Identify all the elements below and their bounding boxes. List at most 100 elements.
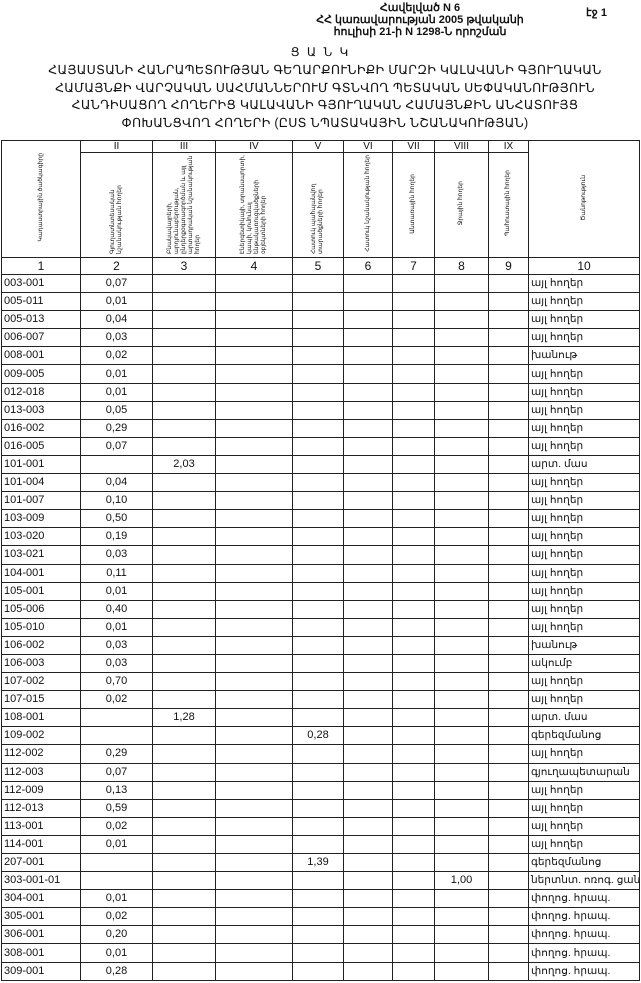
area-cell [488, 907, 529, 927]
area-cell [152, 473, 216, 493]
area-cell [343, 943, 393, 963]
area-cell [343, 852, 393, 873]
area-cell [434, 527, 489, 547]
area-cell [152, 635, 216, 655]
area-cell [215, 907, 293, 927]
area-cell [292, 310, 344, 330]
cadastral-code: 305-001 [1, 907, 81, 927]
area-cell: 0,07 [80, 273, 153, 294]
area-cell [152, 780, 216, 800]
area-cell [343, 780, 393, 800]
area-cell [343, 871, 393, 891]
note-cell: այլ հողեր [528, 527, 640, 547]
area-cell [434, 925, 489, 945]
area-cell [215, 527, 293, 547]
area-cell [392, 871, 435, 891]
column-header: Պահուստային հողեր [488, 152, 529, 258]
area-cell [343, 726, 393, 746]
area-cell [392, 310, 435, 330]
note-cell: այլ հողեր [528, 509, 640, 529]
cadastral-code: 008-001 [1, 346, 81, 366]
roman-numeral: VI [343, 140, 393, 153]
area-cell: 0,03 [80, 653, 153, 674]
table-row: 016-002 0,29 այլ հողեր [1, 418, 640, 438]
area-cell [392, 581, 435, 601]
area-cell [215, 328, 293, 348]
area-cell: 0,28 [80, 961, 153, 981]
area-cell [215, 635, 293, 655]
area-cell [292, 418, 344, 438]
area-cell [392, 961, 435, 981]
cadastral-code: 016-002 [1, 418, 81, 438]
area-cell [434, 382, 489, 402]
area-cell [292, 400, 344, 420]
area-cell [488, 672, 529, 692]
area-cell [215, 708, 293, 728]
area-cell [343, 925, 393, 945]
area-cell [434, 762, 489, 782]
cadastral-code: 005-013 [1, 310, 81, 330]
table-row: 107-015 0,02 այլ հողեր [1, 690, 640, 710]
area-cell [434, 310, 489, 330]
area-cell [392, 816, 435, 836]
area-cell [488, 871, 529, 891]
column-header: Գյուղատնտեսական նշանակության հողեր [80, 152, 153, 258]
area-cell [343, 436, 393, 456]
area-cell [292, 292, 344, 312]
area-cell [292, 346, 344, 366]
cadastral-code: 207-001 [1, 852, 81, 873]
area-cell [392, 436, 435, 456]
area-cell [392, 834, 435, 855]
table-row: 306-001 0,20 փողոց. հրապ. [1, 925, 640, 945]
area-cell [152, 273, 216, 294]
area-cell [392, 708, 435, 728]
area-cell [488, 635, 529, 655]
area-cell [343, 563, 393, 583]
area-cell [434, 690, 489, 710]
area-cell [292, 889, 344, 909]
area-cell [392, 400, 435, 420]
cadastral-code: 016-005 [1, 436, 81, 456]
area-cell [488, 273, 529, 294]
area-cell: 0,02 [80, 907, 153, 927]
area-cell [392, 527, 435, 547]
area-cell [434, 708, 489, 728]
table-row: 101-007 0,10 այլ հողեր [1, 491, 640, 511]
table-row: 106-003 0,03 ակումբ [1, 653, 640, 674]
table-row: 112-013 0,59 այլ հողեր [1, 798, 640, 818]
cadastral-code: 107-002 [1, 672, 81, 692]
area-cell [343, 907, 393, 927]
area-cell [434, 328, 489, 348]
area-cell [434, 798, 489, 818]
area-cell [488, 436, 529, 456]
area-cell [215, 961, 293, 981]
table-row: 108-001 1,28 արտ. մաս [1, 708, 640, 728]
column-header: Հատուկ պահպանվող տարածքների հողեր [292, 152, 344, 258]
column-header: Հատուկ նշանակության հողեր [343, 152, 393, 258]
area-cell [215, 292, 293, 312]
area-cell [488, 454, 529, 475]
area-cell [343, 708, 393, 728]
area-cell [152, 527, 216, 547]
area-cell [292, 925, 344, 945]
area-cell [488, 418, 529, 438]
table-row: 112-003 0,07 գյուղապետարան [1, 762, 640, 782]
area-cell [434, 563, 489, 583]
area-cell [488, 834, 529, 855]
area-cell [343, 617, 393, 637]
area-cell [488, 762, 529, 782]
area-cell [488, 726, 529, 746]
note-cell: փողոց. հրապ. [528, 925, 640, 945]
column-header: Ջրային հողեր [434, 152, 489, 258]
area-cell [488, 925, 529, 945]
area-cell [215, 852, 293, 873]
area-cell [434, 834, 489, 855]
note-cell: այլ հողեր [528, 690, 640, 710]
note-cell: այլ հողեր [528, 816, 640, 836]
note-cell: այլ հողեր [528, 798, 640, 818]
table-row: 105-006 0,40 այլ հողեր [1, 599, 640, 619]
area-cell [215, 509, 293, 529]
area-cell: 0,05 [80, 400, 153, 420]
table-row: 103-009 0,50 այլ հողեր [1, 509, 640, 529]
column-number: 2 [80, 257, 153, 275]
